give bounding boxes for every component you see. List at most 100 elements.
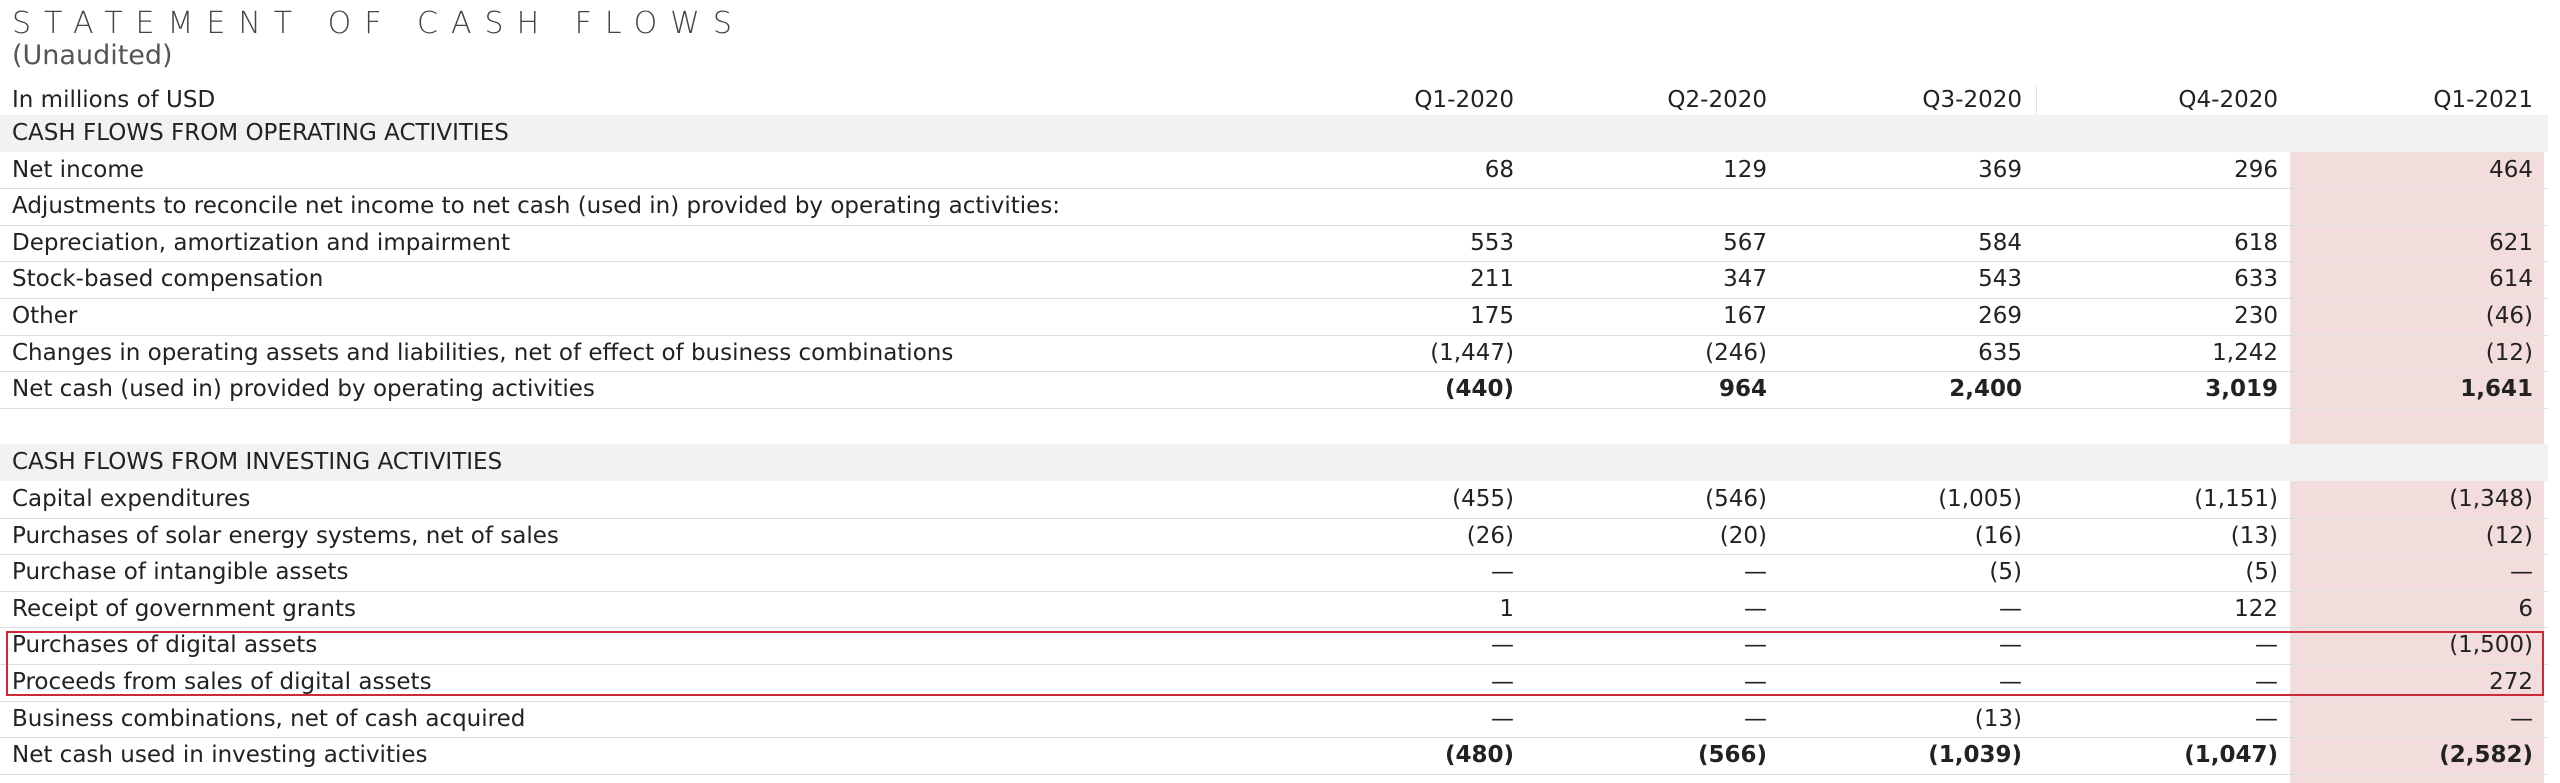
table-row: Proceeds from sales of digital assets — — —… — [0, 664, 2548, 702]
cell-q1-2020: — — [1491, 669, 1514, 695]
cell-q1-2020: (480) — [1444, 742, 1514, 769]
cell-q1-2021: 464 — [2489, 156, 2533, 183]
column-header-q1-2020: Q1-2020 — [1414, 87, 1514, 113]
table-row: Receipt of government grants 1 — — 122 6 — [0, 591, 2548, 629]
cell-q2-2020: — — [1744, 705, 1767, 732]
cell-q1-2021: — — [2510, 705, 2533, 732]
cell-q2-2020: (546) — [1705, 486, 1767, 512]
cell-q3-2020: 635 — [1978, 339, 2022, 366]
column-header-q2-2020: Q2-2020 — [1667, 87, 1767, 113]
table-row: Net cash (used in) provided by operating… — [0, 371, 2548, 409]
cell-q4-2020: — — [2255, 669, 2278, 695]
cell-q2-2020: (246) — [1705, 339, 1767, 366]
row-label: CASH FLOWS FROM OPERATING ACTIVITIES — [12, 120, 509, 146]
cell-q4-2020: 230 — [2234, 303, 2278, 329]
cell-q1-2020: 553 — [1470, 229, 1514, 256]
cell-q2-2020: 567 — [1723, 229, 1767, 256]
row-label: CASH FLOWS FROM INVESTING ACTIVITIES — [12, 449, 503, 476]
row-label: Purchase of intangible assets — [12, 559, 349, 586]
cell-q1-2021: (12) — [2485, 339, 2533, 366]
row-label: Net income — [12, 156, 144, 183]
cell-q2-2020: 129 — [1723, 156, 1767, 183]
cell-q1-2021: (12) — [2485, 522, 2533, 549]
table-row: Business combinations, net of cash acqui… — [0, 701, 2548, 739]
cell-q3-2020: 543 — [1978, 266, 2022, 293]
cell-q4-2020: 3,019 — [2205, 376, 2278, 403]
cell-q4-2020: 122 — [2234, 595, 2278, 622]
cell-q1-2020: (455) — [1452, 486, 1514, 512]
cell-q3-2020: — — [1999, 669, 2022, 695]
cell-q1-2021: — — [2510, 559, 2533, 586]
statement-subtitle: (Unaudited) — [12, 40, 173, 71]
cell-q3-2020: (1,005) — [1938, 486, 2022, 512]
cell-q3-2020: 584 — [1978, 229, 2022, 256]
table-row: Depreciation, amortization and impairmen… — [0, 225, 2548, 263]
units-label: In millions of USD — [12, 87, 216, 113]
cell-q1-2021: (1,500) — [2449, 632, 2533, 659]
cell-q2-2020: — — [1744, 559, 1767, 586]
table-row: Purchase of intangible assets — — (5) (5) — — [0, 554, 2548, 592]
cell-q3-2020: 369 — [1978, 156, 2022, 183]
row-label: Proceeds from sales of digital assets — [12, 669, 432, 695]
cell-q2-2020: — — [1744, 632, 1767, 659]
cell-q3-2020: (5) — [1989, 559, 2022, 586]
cell-q1-2020: — — [1491, 559, 1514, 586]
cell-q1-2020: 1 — [1499, 595, 1514, 622]
row-label: Adjustments to reconcile net income to n… — [12, 193, 1061, 220]
cell-q4-2020: 633 — [2234, 266, 2278, 293]
cell-q2-2020: (20) — [1719, 522, 1767, 549]
row-label: Changes in operating assets and liabilit… — [12, 339, 954, 366]
cell-q1-2020: — — [1491, 632, 1514, 659]
cell-q1-2020: 175 — [1470, 303, 1514, 329]
table-row: Adjustments to reconcile net income to n… — [0, 188, 2548, 226]
cell-q1-2020: (440) — [1444, 376, 1514, 403]
cell-q1-2021: 272 — [2489, 669, 2533, 695]
cell-q2-2020: 167 — [1723, 303, 1767, 329]
column-divider — [2036, 85, 2037, 115]
row-label: Net cash used in investing activities — [12, 742, 428, 769]
cell-q1-2021: (46) — [2485, 303, 2533, 329]
cell-q4-2020: — — [2255, 705, 2278, 732]
cell-q4-2020: 1,242 — [2212, 339, 2278, 366]
row-label: Business combinations, net of cash acqui… — [12, 705, 526, 732]
row-label: Depreciation, amortization and impairmen… — [12, 229, 511, 256]
column-header-q3-2020: Q3-2020 — [1922, 87, 2022, 113]
row-label: Stock-based compensation — [12, 266, 324, 293]
section-header-row: CASH FLOWS FROM OPERATING ACTIVITIES — [0, 115, 2548, 152]
cell-q1-2021: 614 — [2489, 266, 2533, 293]
cell-q3-2020: (13) — [1974, 705, 2022, 732]
column-header-q4-2020: Q4-2020 — [2178, 87, 2278, 113]
cell-q2-2020: 964 — [1718, 376, 1767, 403]
cell-q4-2020: 296 — [2234, 156, 2278, 183]
column-header-q1-2021: Q1-2021 — [2433, 87, 2533, 113]
cell-q2-2020: (566) — [1697, 742, 1767, 769]
table-row: Purchases of solar energy systems, net o… — [0, 518, 2548, 556]
cell-q1-2021: 6 — [2518, 595, 2533, 622]
row-label: Capital expenditures — [12, 486, 251, 512]
cell-q2-2020: — — [1744, 669, 1767, 695]
cell-q2-2020: — — [1744, 595, 1767, 622]
cell-q1-2021: 1,641 — [2460, 376, 2533, 403]
table-row: Net income 68 129 369 296 464 — [0, 152, 2548, 190]
section-header-row: CASH FLOWS FROM INVESTING ACTIVITIES — [0, 444, 2548, 481]
cell-q1-2020: (1,447) — [1430, 339, 1514, 366]
cell-q4-2020: (5) — [2245, 559, 2278, 586]
cell-q1-2021: (2,582) — [2439, 742, 2533, 769]
cell-q4-2020: (1,151) — [2194, 486, 2278, 512]
table-row: Stock-based compensation 211 347 543 633 614 — [0, 261, 2548, 299]
cell-q1-2020: 211 — [1470, 266, 1514, 293]
table-row: Other 175 167 269 230 (46) — [0, 298, 2548, 336]
cell-q4-2020: 618 — [2234, 229, 2278, 256]
row-label: Other — [12, 303, 78, 329]
cell-q3-2020: — — [1999, 595, 2022, 622]
cell-q1-2020: 68 — [1484, 156, 1514, 183]
cell-q3-2020: (16) — [1974, 522, 2022, 549]
cell-q4-2020: — — [2255, 632, 2278, 659]
cell-q3-2020: 2,400 — [1949, 376, 2022, 403]
cell-q1-2021: (1,348) — [2449, 486, 2533, 512]
row-label: Net cash (used in) provided by operating… — [12, 376, 595, 403]
cell-q4-2020: (1,047) — [2184, 742, 2278, 769]
table-row: Net cash used in investing activities (48… — [0, 737, 2548, 775]
row-label: Receipt of government grants — [12, 595, 356, 622]
cell-q1-2020: — — [1491, 705, 1514, 732]
